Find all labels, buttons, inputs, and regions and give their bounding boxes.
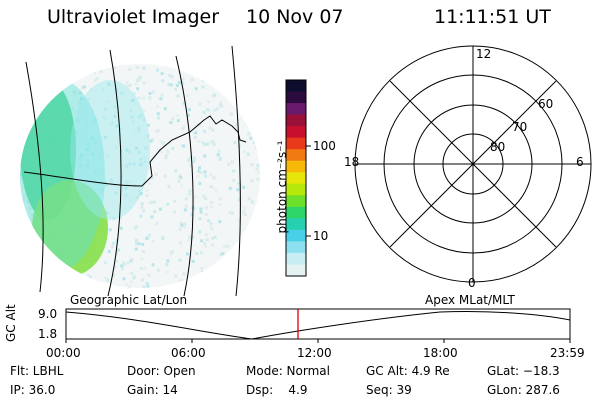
colorbar-tick-10: 10 — [313, 229, 329, 243]
colorbar-scale — [286, 80, 306, 277]
colorbar-swatch — [286, 149, 306, 162]
instrument-title: Ultraviolet Imager — [47, 6, 220, 28]
y-tick-bottom: 1.8 — [38, 327, 58, 341]
colorbar-swatch — [286, 172, 306, 185]
colorbar-swatch — [286, 91, 306, 104]
x-tick-0000: 00:00 — [46, 346, 81, 360]
colorbar-swatch — [286, 114, 306, 127]
apex-coord-label: Apex MLat/MLT — [425, 293, 515, 307]
polar-label-18: 18 — [344, 155, 360, 169]
status-mode: Mode: Normal — [246, 364, 330, 378]
x-tick-1200: 12:00 — [297, 346, 332, 360]
colorbar-swatch — [286, 229, 306, 242]
colorbar-swatch — [286, 252, 306, 265]
polar-label-6: 6 — [576, 155, 584, 169]
graticule — [23, 45, 241, 297]
colorbar-swatch — [286, 241, 306, 254]
colorbar-swatch — [286, 103, 306, 116]
colorbar-swatch — [286, 183, 306, 196]
time-label: 11:11:51 UT — [434, 6, 551, 28]
polar-label-0: 0 — [468, 276, 476, 290]
polar-label-60: 60 — [538, 97, 554, 111]
aurora-image — [20, 64, 260, 288]
status-ip: IP: 36.0 — [10, 383, 56, 397]
status-gc-alt: GC Alt: 4.9 Re — [366, 364, 450, 378]
x-tick-2359: 23:59 — [550, 346, 585, 360]
y-tick-top: 9.0 — [38, 307, 58, 321]
colorbar-swatch — [286, 218, 306, 231]
colorbar-swatch — [286, 195, 306, 208]
x-tick-0600: 06:00 — [171, 346, 206, 360]
colorbar-swatch — [286, 160, 306, 173]
polar-label-80: 80 — [490, 140, 506, 154]
status-flt: Flt: LBHL — [10, 364, 64, 378]
colorbar-swatch — [286, 126, 306, 139]
date-label: 10 Nov 07 — [246, 6, 344, 28]
status-seq: Seq: 39 — [366, 383, 412, 397]
status-glat: GLat: −18.3 — [487, 364, 560, 378]
x-tick-1800: 18:00 — [423, 346, 458, 360]
colorbar-swatch — [286, 264, 306, 277]
colorbar-swatch — [286, 206, 306, 219]
coastline — [141, 115, 247, 187]
status-door: Door: Open — [127, 364, 196, 378]
colorbar-swatch — [286, 80, 306, 93]
polar-label-70: 70 — [512, 120, 528, 134]
status-glon: GLon: 287.6 — [487, 383, 560, 397]
gc-alt-axis-title: GC Alt — [4, 304, 18, 342]
geo-coord-label: Geographic Lat/Lon — [70, 293, 188, 307]
polar-label-12: 12 — [476, 47, 492, 61]
status-gain: Gain: 14 — [127, 383, 178, 397]
status-dsp: Dsp: 4.9 — [246, 383, 308, 397]
colorbar-tick-100: 100 — [313, 139, 336, 153]
colorbar-swatch — [286, 137, 306, 150]
